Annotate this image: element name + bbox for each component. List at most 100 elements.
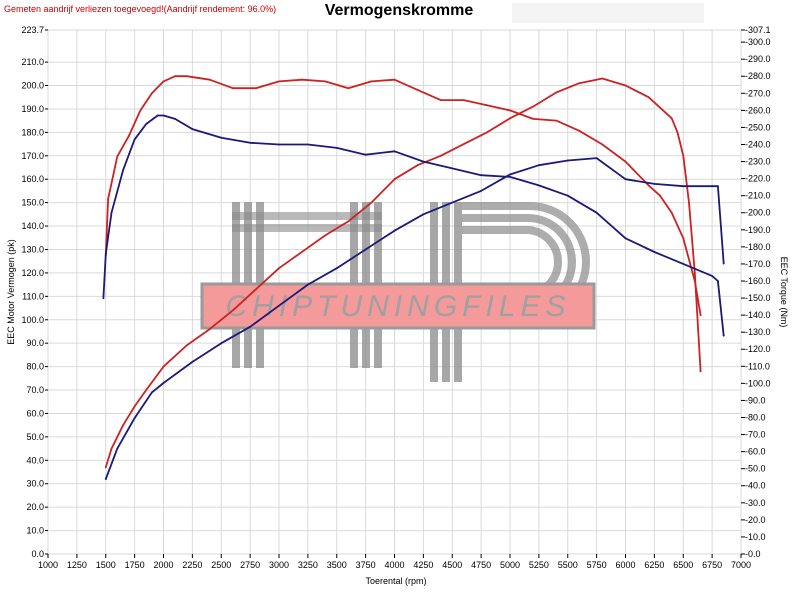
- series-line-3: [102, 114, 725, 337]
- x-tick-label: 6500: [673, 560, 693, 570]
- x-tick-label: 2000: [153, 560, 173, 570]
- left-y-tick-label: 40.0: [26, 455, 44, 465]
- data-point: [104, 466, 107, 469]
- data-point: [676, 131, 679, 134]
- data-point: [370, 201, 373, 204]
- left-y-tick-label: 50.0: [26, 432, 44, 442]
- left-y-tick-label: 190.0: [21, 104, 44, 114]
- left-y-tick-label: 60.0: [26, 408, 44, 418]
- data-point: [127, 135, 130, 137]
- right-y-tick-label: -40.0: [745, 481, 766, 491]
- x-tick-label: 1250: [67, 560, 87, 570]
- data-point: [624, 160, 627, 163]
- data-point: [185, 75, 188, 78]
- drive-loss-note: Gemeten aandrijf verliezen toegevoegd!(A…: [4, 4, 277, 14]
- x-tick-label: 4750: [471, 560, 491, 570]
- right-y-tick-label: -20.0: [745, 515, 766, 525]
- data-point: [174, 75, 177, 78]
- x-tick-label: 2250: [182, 560, 202, 570]
- data-point: [693, 272, 696, 274]
- data-point: [578, 129, 581, 132]
- x-tick-label: 5250: [529, 560, 549, 570]
- data-point: [595, 211, 598, 214]
- data-point: [208, 328, 211, 330]
- data-point: [145, 389, 148, 391]
- right-y-tick-label: -150.0: [745, 293, 771, 303]
- x-tick-label: 1750: [125, 560, 145, 570]
- x-tick-label: 6250: [644, 560, 664, 570]
- right-y-tick-label: -210.0: [745, 191, 771, 201]
- data-point: [601, 143, 604, 146]
- data-point: [151, 391, 153, 394]
- data-point: [659, 194, 661, 197]
- data-point: [647, 96, 650, 99]
- data-point: [624, 237, 627, 240]
- data-point: [462, 143, 465, 146]
- data-point: [538, 184, 540, 187]
- data-point: [699, 314, 702, 316]
- data-point: [653, 251, 656, 253]
- data-point: [133, 405, 136, 408]
- data-point: [208, 78, 211, 81]
- data-point: [682, 263, 685, 265]
- data-point: [439, 99, 442, 101]
- right-y-tick-label: -307.1: [745, 25, 771, 35]
- left-y-axis-label: EEC Motor Vermogen (pk): [6, 239, 16, 345]
- data-point: [682, 237, 685, 240]
- x-tick-label: 3750: [356, 560, 376, 570]
- x-tick-label: 3250: [298, 560, 318, 570]
- x-axis-label: Toerental (rpm): [365, 576, 426, 586]
- data-point: [335, 267, 338, 270]
- x-tick-label: 1500: [96, 560, 116, 570]
- left-y-tick-label: 223.7: [21, 25, 44, 35]
- data-point: [122, 424, 124, 427]
- x-tick-label: 3500: [327, 560, 347, 570]
- data-point: [393, 78, 396, 81]
- data-point: [133, 138, 136, 141]
- left-y-tick-label: 80.0: [26, 362, 44, 372]
- data-point: [324, 80, 327, 83]
- series-line-2: [104, 157, 725, 480]
- left-y-tick-label: 120.0: [21, 268, 44, 278]
- data-point: [393, 150, 396, 153]
- data-point: [601, 77, 604, 80]
- data-point: [231, 87, 234, 90]
- data-point: [451, 201, 454, 204]
- x-tick-label: 4250: [413, 560, 433, 570]
- data-point: [509, 109, 511, 112]
- data-point: [191, 128, 194, 131]
- x-tick-label: 6000: [615, 560, 635, 570]
- data-point: [532, 118, 534, 120]
- right-y-tick-label: -10.0: [745, 532, 766, 542]
- data-point: [624, 178, 627, 181]
- data-point: [139, 109, 142, 112]
- data-point: [682, 154, 685, 157]
- x-tick-label: 1000: [38, 560, 58, 570]
- right-y-tick-label: -60.0: [745, 447, 766, 457]
- data-point: [145, 123, 148, 125]
- right-y-tick-label: -290.0: [745, 54, 771, 64]
- data-point: [162, 365, 165, 368]
- data-point: [722, 262, 725, 265]
- x-tick-label: 2500: [211, 560, 231, 570]
- data-point: [335, 147, 338, 149]
- data-point: [393, 229, 396, 232]
- right-y-tick-label: -70.0: [745, 430, 766, 440]
- data-point: [255, 87, 257, 90]
- series-line-1: [104, 75, 702, 317]
- data-point: [231, 309, 234, 312]
- right-y-tick-label: -160.0: [745, 276, 771, 286]
- right-y-tick-label: -200.0: [745, 208, 771, 218]
- data-point: [416, 164, 419, 167]
- data-point: [509, 117, 511, 120]
- right-y-tick-label: -220.0: [745, 174, 771, 184]
- left-y-tick-label: 100.0: [21, 315, 44, 325]
- data-point: [347, 220, 350, 223]
- data-point: [191, 361, 194, 363]
- right-y-tick-label: -100.0: [745, 378, 771, 388]
- x-axis-ticks: 1000 1250 1500 1750 2000 2250 2500 2750 3000 3250…: [38, 554, 751, 570]
- data-point: [162, 382, 165, 384]
- data-point: [110, 211, 113, 214]
- left-y-tick-label: 150.0: [21, 198, 44, 208]
